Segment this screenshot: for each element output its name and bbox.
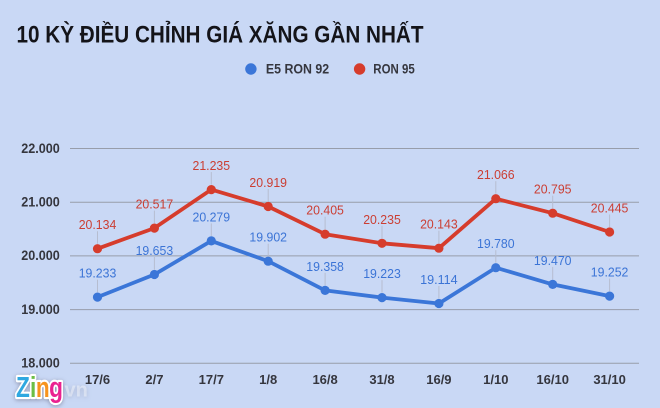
svg-text:31/8: 31/8 <box>369 372 394 387</box>
svg-text:20.445: 20.445 <box>591 201 629 216</box>
svg-text:.vn: .vn <box>59 380 88 402</box>
svg-text:19.252: 19.252 <box>591 265 629 280</box>
svg-text:16/10: 16/10 <box>536 372 569 387</box>
svg-text:1/10: 1/10 <box>483 372 508 387</box>
svg-text:19.902: 19.902 <box>249 230 287 245</box>
svg-text:19.223: 19.223 <box>363 266 401 281</box>
svg-text:20.405: 20.405 <box>306 203 344 218</box>
svg-text:21.066: 21.066 <box>477 167 515 182</box>
svg-text:20.235: 20.235 <box>363 212 401 227</box>
svg-text:RON 95: RON 95 <box>373 62 415 77</box>
svg-text:19.358: 19.358 <box>306 259 344 274</box>
svg-text:E5 RON 92: E5 RON 92 <box>266 62 329 77</box>
svg-text:16/9: 16/9 <box>426 372 451 387</box>
svg-text:18.000: 18.000 <box>21 355 60 371</box>
svg-text:20.134: 20.134 <box>79 217 117 232</box>
svg-text:31/10: 31/10 <box>593 372 626 387</box>
svg-text:20.517: 20.517 <box>136 197 174 212</box>
svg-text:i: i <box>30 370 36 403</box>
svg-text:22.000: 22.000 <box>21 140 60 156</box>
svg-text:20.919: 20.919 <box>249 175 287 190</box>
svg-text:16/8: 16/8 <box>312 372 337 387</box>
svg-text:19.000: 19.000 <box>21 301 60 317</box>
svg-text:21.235: 21.235 <box>193 158 231 173</box>
svg-text:20.795: 20.795 <box>534 182 572 197</box>
svg-text:10 KỲ ĐIỀU CHỈNH GIÁ XĂNG GẦN: 10 KỲ ĐIỀU CHỈNH GIÁ XĂNG GẦN NHẤT <box>17 20 424 49</box>
svg-text:g: g <box>49 370 63 403</box>
svg-text:19.233: 19.233 <box>79 266 117 281</box>
svg-text:Z: Z <box>16 370 30 403</box>
svg-text:19.780: 19.780 <box>477 236 515 251</box>
svg-text:17/6: 17/6 <box>85 372 110 387</box>
svg-text:20.000: 20.000 <box>21 247 60 263</box>
svg-text:2/7: 2/7 <box>145 372 163 387</box>
svg-text:20.279: 20.279 <box>193 209 231 224</box>
svg-text:19.470: 19.470 <box>534 253 572 268</box>
svg-text:21.000: 21.000 <box>21 194 60 210</box>
svg-text:19.653: 19.653 <box>136 243 174 258</box>
svg-text:17/7: 17/7 <box>199 372 224 387</box>
svg-text:n: n <box>36 370 50 403</box>
svg-text:19.114: 19.114 <box>420 272 458 287</box>
svg-text:20.143: 20.143 <box>420 217 458 232</box>
svg-text:1/8: 1/8 <box>259 372 277 387</box>
